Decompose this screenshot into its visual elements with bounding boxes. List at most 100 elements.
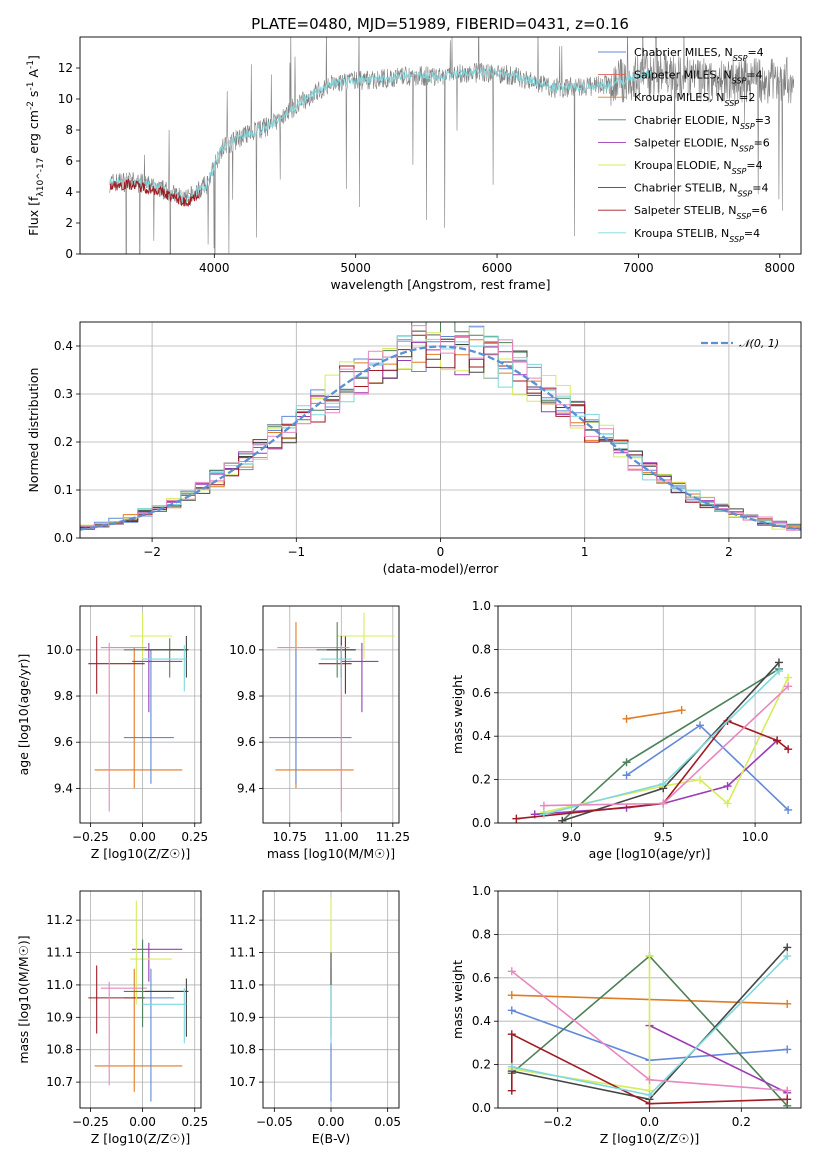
weight-point-marker (783, 952, 792, 961)
weight-point-marker (696, 721, 704, 730)
legend-label: Chabrier MILES, NSSP=4 (634, 46, 764, 63)
weight-point-marker (512, 814, 521, 823)
legend-label: 𝒩(0, 1) (739, 337, 779, 350)
weight-point-marker (696, 775, 704, 784)
x-tick-label: 9.0 (562, 830, 581, 844)
y-tick-label: 0.0 (472, 816, 491, 830)
y-tick-label: 9.6 (54, 735, 73, 749)
weight-point-marker (645, 952, 654, 961)
legend-label: Salpeter ELODIE, NSSP=6 (634, 136, 770, 153)
y-tick-label: 0.8 (472, 927, 491, 941)
y-tick-label: 1.0 (472, 599, 491, 613)
y-axis-label: mass weight (450, 960, 465, 1039)
y-tick-label: 9.4 (237, 781, 256, 795)
y-tick-label: 4 (65, 185, 73, 199)
y-tick-label: 0.4 (472, 1014, 491, 1028)
y-tick-label: 10.8 (229, 1043, 256, 1057)
weight-point-marker (677, 706, 686, 715)
age-vs-mass-panel: 10.75 11.00 11.25 9.4 9.6 9.8 10.0 mass [log10(… (229, 605, 410, 861)
legend-label: Kroupa MILES, NSSP=2 (634, 91, 755, 108)
x-tick-label: 0.25 (181, 830, 208, 844)
y-tick-label: 0.2 (54, 435, 73, 449)
x-axis-label: age [log10(age/yr)] (589, 846, 711, 861)
y-axis-label: mass weight (450, 675, 465, 754)
y-tick-label: 9.6 (237, 735, 256, 749)
x-tick-label: −2 (143, 545, 161, 559)
legend-label: Chabrier STELIB, NSSP=4 (634, 182, 768, 199)
weight-lines (512, 658, 793, 823)
x-tick-label: −1 (287, 545, 305, 559)
y-tick-label: 0.0 (472, 1101, 491, 1115)
x-tick-label: 8000 (765, 261, 796, 275)
y-axis-label: Flux [fλ10^-17 erg cm-2 s-1 A-1] (26, 55, 46, 236)
axes-frame (497, 890, 802, 1109)
weight-point-marker (773, 736, 782, 745)
x-tick-label: −0.25 (72, 1115, 109, 1129)
y-tick-label: 6 (65, 154, 73, 168)
y-tick-label: 0.4 (472, 729, 491, 743)
y-tick-label: 10.9 (229, 1010, 256, 1024)
y-tick-label: 8 (65, 123, 73, 137)
y-tick-label: 9.8 (237, 689, 256, 703)
y-axis-label: mass [log10(M/M☉)] (16, 935, 31, 1063)
x-tick-label: 0.00 (129, 830, 156, 844)
x-tick-label: 11.00 (324, 830, 358, 844)
axes-frame (79, 605, 202, 824)
gaussian-curve (80, 345, 801, 531)
weight-lines (507, 943, 792, 1108)
y-tick-label: 11.2 (46, 913, 73, 927)
weight-point-marker (645, 1090, 654, 1099)
x-tick-label: −0.2 (543, 1115, 572, 1129)
figure-title: PLATE=0480, MJD=51989, FIBERID=0431, z=0… (251, 15, 629, 33)
residual-panel: −2 −1 0 1 2 0.0 0.1 0.2 0.3 0.4 (data-model)/error… (26, 321, 802, 576)
y-tick-label: 9.4 (54, 781, 73, 795)
y-tick-label: 0.1 (54, 483, 73, 497)
x-tick-label: −0.05 (256, 1115, 293, 1129)
y-tick-label: 10.9 (46, 1010, 73, 1024)
weight-series-line (649, 1024, 788, 1094)
x-tick-label: 0.2 (732, 1115, 751, 1129)
axes-frame (79, 321, 802, 539)
errorbars (88, 900, 189, 1102)
axes-frame (79, 890, 202, 1109)
x-tick-label: 7000 (623, 261, 654, 275)
axes-frame (262, 890, 400, 1109)
x-axis-label: Z [log10(Z/Z☉)] (91, 846, 191, 861)
errorbars (269, 612, 395, 812)
x-tick-label: 0.05 (374, 1115, 401, 1129)
x-axis-label: (data-model)/error (383, 561, 500, 576)
x-tick-label: 9.5 (654, 830, 673, 844)
weight-series-line (626, 709, 682, 720)
weight-point-marker (783, 999, 792, 1008)
weight-point-marker (507, 1062, 516, 1071)
weight-point-marker (507, 991, 516, 1000)
x-axis-label: E(B-V) (312, 1131, 351, 1146)
x-tick-label: 6000 (482, 261, 513, 275)
y-tick-label: 10.0 (229, 643, 256, 657)
x-tick-label: 1 (581, 545, 589, 559)
x-tick-label: 0.25 (181, 1115, 208, 1129)
y-tick-label: 11.0 (229, 978, 256, 992)
weight-point-marker (784, 745, 793, 754)
y-tick-label: 0.8 (472, 642, 491, 656)
weight-point-marker (783, 1095, 792, 1104)
spectrum-panel: 4000 5000 6000 7000 8000 0 2 4 6 8 10 12 wavelength … (26, 36, 802, 292)
y-tick-label: 11.1 (229, 946, 256, 960)
weight-point-marker (539, 801, 548, 810)
weight-point-marker (645, 1099, 654, 1108)
y-tick-label: 0.3 (54, 387, 73, 401)
y-tick-label: 9.8 (54, 689, 73, 703)
y-tick-label: 2 (65, 216, 73, 230)
y-tick-label: 11.2 (229, 913, 256, 927)
weight-point-marker (784, 673, 793, 682)
x-axis-label: wavelength [Angstrom, rest frame] (330, 277, 550, 292)
y-axis-label: age [log10(age/yr)] (16, 654, 31, 776)
legend-label: Salpeter MILES, NSSP=4 (634, 69, 763, 86)
x-axis-label: Z [log10(Z/Z☉)] (600, 1131, 700, 1146)
x-tick-label: −0.25 (72, 830, 109, 844)
y-tick-label: 10.0 (46, 643, 73, 657)
axes-frame (79, 36, 802, 255)
weight-point-marker (659, 779, 668, 788)
legend-label: Kroupa STELIB, NSSP=4 (634, 227, 760, 244)
weight-series-line (626, 724, 789, 811)
